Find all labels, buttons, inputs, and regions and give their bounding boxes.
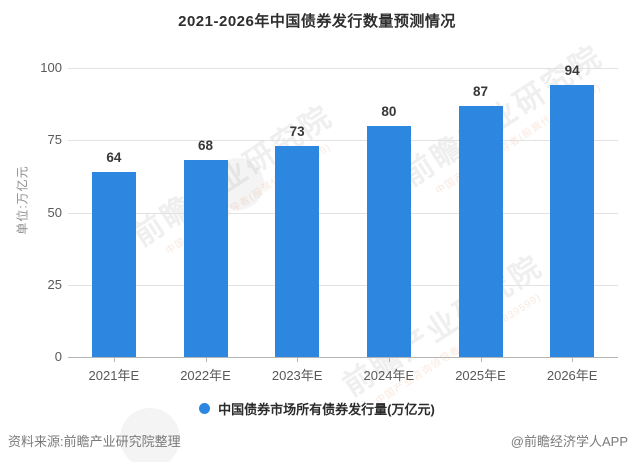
y-axis-unit-label: 单位:万亿元 xyxy=(15,165,30,235)
bar xyxy=(366,125,411,357)
x-tick-label: 2024年E xyxy=(363,368,415,383)
x-tick-mark xyxy=(388,358,390,362)
x-tick-label: 2022年E xyxy=(180,368,231,383)
bar xyxy=(550,85,595,357)
x-tick-mark xyxy=(480,358,482,362)
y-tick-label: 0 xyxy=(54,349,62,364)
bar-value-label: 87 xyxy=(472,83,489,99)
bar-value-label: 64 xyxy=(106,150,122,166)
legend-marker-icon xyxy=(199,403,211,414)
x-tick-label: 2023年E xyxy=(271,368,323,383)
bar-value-label: 68 xyxy=(197,138,214,154)
x-tick-label: 2026年E xyxy=(546,368,598,383)
y-tick-label: 75 xyxy=(47,132,62,148)
y-tick-label: 25 xyxy=(47,276,62,292)
legend-label: 中国债券市场所有债券发行量(万亿元) xyxy=(218,402,435,417)
x-tick-mark xyxy=(297,358,299,362)
x-tick-label: 2021年E xyxy=(88,368,140,383)
gridline xyxy=(68,212,618,214)
gridline xyxy=(68,140,618,142)
bar xyxy=(458,105,503,357)
plot-area: 0 25 50 75 100 64 2021年E 68 2022年E 73 2023年E 80 2024… xyxy=(40,60,618,383)
x-axis-line xyxy=(68,357,618,358)
bar-value-label: 73 xyxy=(289,124,305,140)
bar xyxy=(91,172,136,357)
y-tick-label: 50 xyxy=(47,204,62,220)
gridline xyxy=(68,284,618,286)
bar-value-label: 94 xyxy=(564,63,580,79)
chart-title: 2021-2026年中国债券发行数量预测情况 xyxy=(178,13,456,30)
y-tick-label: 100 xyxy=(40,60,62,75)
x-tick-mark xyxy=(572,358,574,362)
bar-value-label: 80 xyxy=(381,103,397,119)
bar xyxy=(183,160,228,357)
credit-text: @前瞻经济学人APP xyxy=(510,434,628,449)
bar xyxy=(275,146,320,357)
gridline xyxy=(68,68,618,69)
x-tick-mark xyxy=(205,358,207,362)
legend: 中国债券市场所有债券发行量(万亿元) xyxy=(0,399,634,418)
x-tick-mark xyxy=(113,358,115,362)
x-tick-label: 2025年E xyxy=(455,368,506,383)
source-text: 资料来源:前瞻产业研究院整理 xyxy=(8,434,181,449)
